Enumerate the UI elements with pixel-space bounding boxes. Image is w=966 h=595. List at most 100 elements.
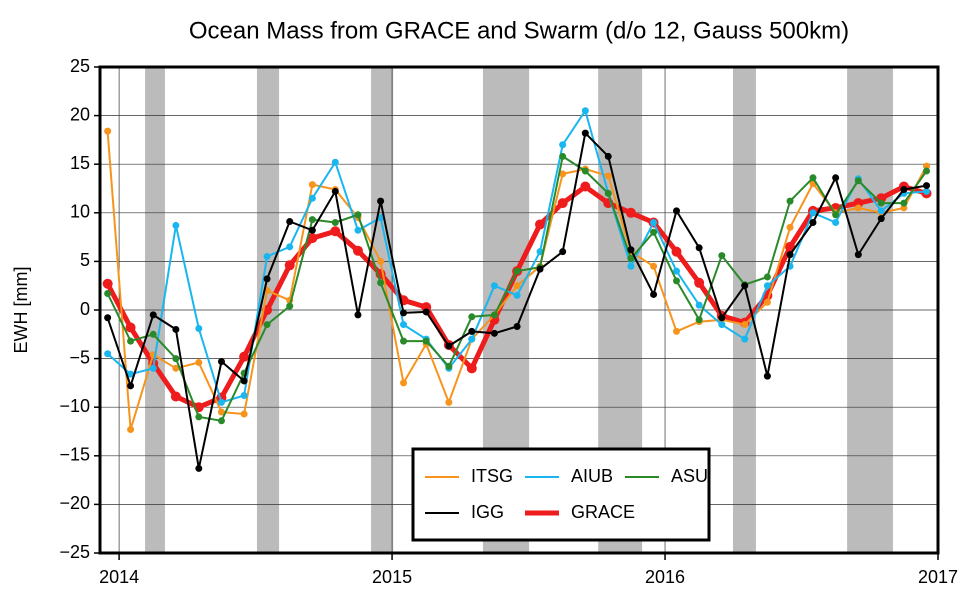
legend-label: GRACE <box>571 502 635 522</box>
data-point <box>854 251 862 259</box>
data-point <box>195 464 203 472</box>
data-point <box>581 167 589 175</box>
data-point <box>422 337 430 345</box>
data-point <box>330 226 341 237</box>
data-point <box>331 219 339 227</box>
data-point <box>741 282 749 290</box>
x-tick-label: 2015 <box>372 567 412 587</box>
data-point <box>240 377 248 385</box>
data-point <box>559 170 567 178</box>
data-point <box>557 198 568 209</box>
data-point <box>239 351 250 362</box>
data-point <box>400 379 408 387</box>
data-point <box>581 107 589 115</box>
data-point <box>763 282 771 290</box>
data-point <box>854 177 862 185</box>
data-point <box>718 321 726 329</box>
data-point <box>513 323 521 331</box>
data-point <box>422 308 430 316</box>
data-point <box>400 337 408 345</box>
data-point <box>217 408 225 416</box>
data-point <box>718 314 726 322</box>
data-point <box>263 321 271 329</box>
data-point <box>104 314 112 322</box>
data-point <box>785 241 796 252</box>
data-point <box>354 311 362 319</box>
y-tick-label: −25 <box>59 542 90 562</box>
data-point <box>559 248 567 256</box>
data-point <box>102 278 113 289</box>
data-point <box>307 233 318 244</box>
data-point <box>809 174 817 182</box>
data-point <box>741 321 749 329</box>
data-point <box>354 211 362 219</box>
data-point <box>286 218 294 226</box>
legend-box <box>411 447 711 542</box>
data-point <box>900 204 908 212</box>
data-point <box>377 214 385 222</box>
data-point <box>923 167 931 175</box>
legend-label: AIUB <box>571 466 613 486</box>
data-point <box>741 335 749 343</box>
data-point <box>354 226 362 234</box>
data-point <box>877 207 885 215</box>
data-point <box>468 335 476 343</box>
x-tick-label: 2014 <box>99 567 139 587</box>
data-point <box>900 185 908 193</box>
data-point <box>240 392 248 400</box>
data-point <box>832 174 840 182</box>
data-point <box>877 199 885 207</box>
data-point <box>377 279 385 287</box>
data-point <box>809 219 817 227</box>
data-point <box>650 228 658 236</box>
data-point <box>763 372 771 380</box>
data-point <box>604 172 612 180</box>
y-tick-label: 15 <box>70 153 90 173</box>
x-tick-label: 2017 <box>918 567 958 587</box>
data-point <box>695 244 703 252</box>
data-point <box>877 215 885 223</box>
y-tick-label: 25 <box>70 56 90 76</box>
data-point <box>172 364 180 372</box>
data-point <box>308 181 316 189</box>
data-point <box>149 330 157 338</box>
y-tick-label: 5 <box>80 250 90 270</box>
data-point <box>195 413 203 421</box>
data-point <box>195 358 203 366</box>
data-point <box>308 216 316 224</box>
y-tick-label: −20 <box>59 493 90 513</box>
data-point <box>673 267 681 275</box>
data-point <box>580 181 591 192</box>
legend-label: ASU <box>671 466 708 486</box>
data-point <box>352 245 363 256</box>
data-point <box>513 282 521 290</box>
data-point <box>923 182 931 190</box>
data-point <box>331 187 339 195</box>
y-axis-label: EWH [mm] <box>11 267 31 354</box>
data-point <box>104 350 112 358</box>
data-point <box>786 197 794 205</box>
data-point <box>673 207 681 215</box>
data-point <box>786 251 794 259</box>
data-point <box>217 358 225 366</box>
data-point <box>172 355 180 363</box>
data-point <box>104 127 112 135</box>
data-point <box>923 162 931 170</box>
data-point <box>559 141 567 149</box>
data-point <box>331 158 339 166</box>
data-point <box>127 337 135 345</box>
data-point <box>673 277 681 285</box>
data-point <box>832 219 840 227</box>
y-tick-label: 0 <box>80 299 90 319</box>
legend-label: ITSG <box>471 466 513 486</box>
data-point <box>377 257 385 265</box>
data-point <box>581 129 589 137</box>
data-point <box>217 398 225 406</box>
data-point <box>104 289 112 297</box>
data-point <box>170 391 181 402</box>
data-point <box>284 260 295 271</box>
data-point <box>445 362 453 370</box>
data-point <box>308 194 316 202</box>
data-point <box>445 342 453 350</box>
